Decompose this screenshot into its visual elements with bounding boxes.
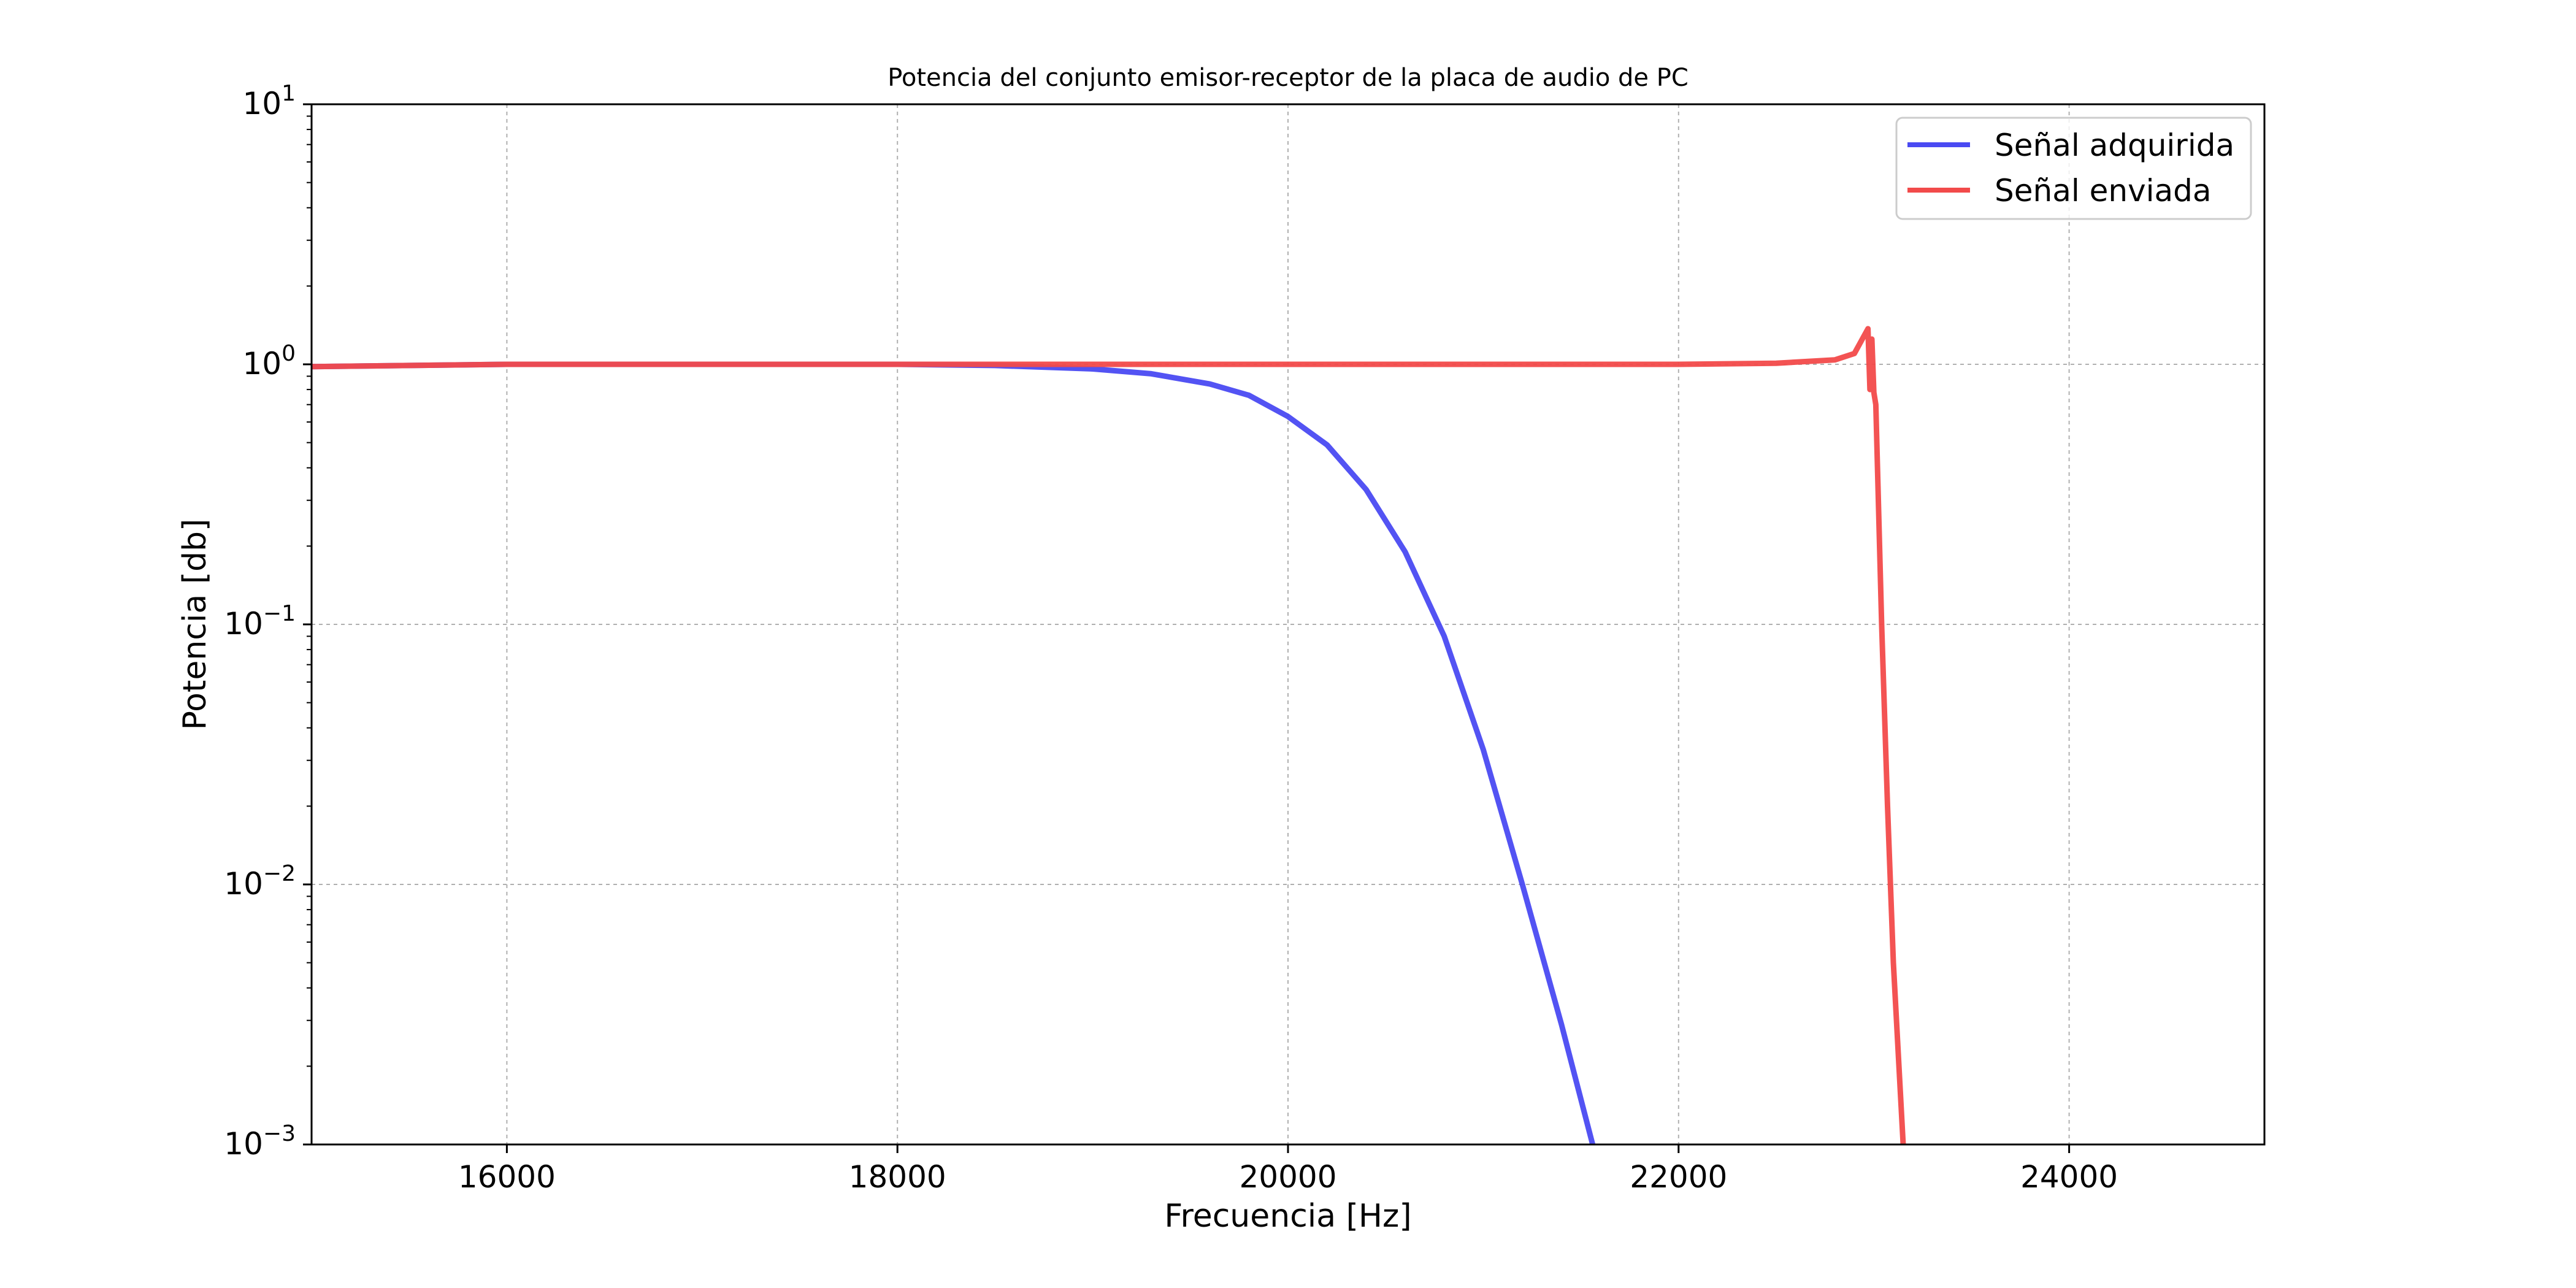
x-tick-label: 24000	[2020, 1159, 2118, 1195]
y-tick-exponent: −1	[263, 601, 296, 626]
y-tick-base: 10	[242, 86, 282, 121]
y-tick-label: 10−1	[224, 601, 296, 642]
y-tick-base: 10	[224, 606, 263, 642]
tick-layer: 16000 18000 20000 22000 2400010110010−110−21…	[224, 81, 2118, 1195]
chart-title: Potencia del conjunto emisor-receptor de…	[887, 64, 1689, 92]
y-tick-label: 100	[242, 341, 296, 381]
series-line-senal-enviada	[311, 326, 1906, 1145]
y-tick-exponent: 1	[282, 81, 296, 106]
x-axis-label: Frecuencia [Hz]	[1164, 1198, 1411, 1235]
y-tick-base: 10	[224, 866, 263, 902]
y-tick-label: 101	[242, 81, 296, 121]
y-tick-exponent: 0	[282, 341, 296, 366]
y-tick-exponent: −2	[263, 861, 296, 886]
y-tick-label: 10−2	[224, 861, 296, 902]
legend-label-senal-enviada: Señal enviada	[1995, 173, 2212, 209]
y-tick-exponent: −3	[263, 1121, 296, 1146]
x-tick-label: 20000	[1239, 1159, 1336, 1195]
x-tick-label: 22000	[1630, 1159, 1727, 1195]
legend-box	[1895, 117, 2252, 220]
legend: Señal adquirida Señal enviada	[1895, 117, 2252, 220]
y-tick-label: 10−3	[224, 1121, 296, 1162]
y-tick-base: 10	[242, 346, 282, 381]
legend-label-senal-adquirida: Señal adquirida	[1995, 128, 2234, 163]
y-axis-label: Potencia [db]	[177, 519, 213, 730]
series-layer	[311, 326, 1906, 1146]
x-tick-label: 18000	[849, 1159, 946, 1195]
x-tick-label: 16000	[458, 1159, 556, 1195]
y-tick-base: 10	[224, 1126, 263, 1162]
